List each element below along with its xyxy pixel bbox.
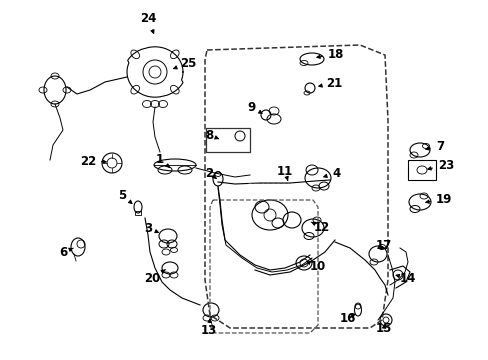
Text: 14: 14	[395, 271, 415, 284]
Text: 18: 18	[316, 48, 344, 60]
Text: 5: 5	[118, 189, 132, 203]
Text: 17: 17	[375, 239, 391, 252]
Text: 9: 9	[247, 100, 262, 113]
Text: 13: 13	[201, 319, 217, 337]
Text: 8: 8	[204, 129, 218, 141]
Text: 19: 19	[425, 193, 451, 206]
Bar	[407, 160, 435, 180]
Text: 24: 24	[140, 12, 156, 33]
Text: 4: 4	[323, 166, 340, 180]
Text: 25: 25	[173, 57, 196, 69]
Text: 1: 1	[156, 153, 169, 167]
Text: 11: 11	[276, 165, 292, 180]
Text: 22: 22	[80, 154, 106, 167]
Text: 2: 2	[204, 166, 216, 180]
Text: 16: 16	[339, 312, 355, 325]
Text: 21: 21	[318, 77, 342, 90]
Text: 15: 15	[375, 323, 391, 336]
Text: 10: 10	[306, 261, 325, 274]
Text: 7: 7	[425, 140, 443, 153]
Text: 3: 3	[143, 221, 158, 234]
Text: 23: 23	[427, 158, 453, 171]
Text: 20: 20	[143, 270, 165, 284]
Text: 6: 6	[60, 246, 73, 258]
Bar	[205, 128, 249, 152]
Text: 12: 12	[310, 220, 329, 234]
Bar	[135, 211, 141, 215]
